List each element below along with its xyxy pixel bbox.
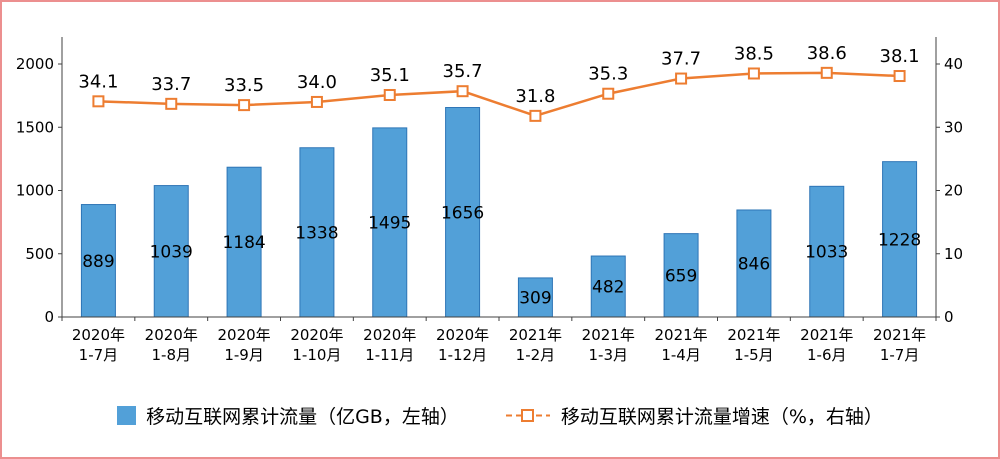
bar-value-label: 1184: [222, 233, 265, 253]
bar-value-label: 1228: [878, 230, 921, 250]
x-axis-category-label: 2020年 1-12月: [436, 326, 489, 364]
line-value-label: 37.7: [661, 49, 701, 70]
bar: [226, 166, 262, 318]
line-value-label: 35.3: [588, 64, 628, 85]
bar-value-label: 309: [519, 288, 551, 308]
bar-value-label: 1495: [368, 213, 411, 233]
legend-item-traffic: 移动互联网累计流量（亿GB，左轴）: [117, 402, 459, 429]
line-marker: [238, 99, 251, 112]
line-marker: [92, 95, 105, 108]
x-axis-category-label: 2021年 1-3月: [582, 326, 635, 364]
line-value-label: 38.6: [807, 43, 847, 64]
bar: [809, 185, 845, 318]
line-value-label: 34.1: [78, 71, 118, 92]
bar-value-label: 889: [82, 252, 114, 272]
x-axis-category-label: 2020年 1-9月: [217, 326, 270, 364]
right-axis-tick-label: 20: [944, 182, 963, 200]
line-marker: [820, 66, 833, 79]
left-axis-tick-label: 1000: [16, 182, 54, 200]
x-axis-category-label: 2021年 1-6月: [800, 326, 853, 364]
combo-chart: 889 1039 1184 1338 1495 1656 309 482 659 846 1033 1…: [16, 37, 963, 364]
line-marker: [893, 70, 906, 83]
bar: [590, 255, 626, 318]
bar: [882, 161, 918, 318]
legend-item-growth: 移动互联网累计流量增速（%，右轴）: [505, 402, 883, 429]
x-axis-category-label: 2020年 1-7月: [72, 326, 125, 364]
line-marker: [165, 97, 178, 110]
growth-line: [98, 71, 900, 118]
line-value-label: 38.5: [734, 43, 774, 64]
line-value-label: 35.7: [443, 61, 483, 82]
bar-value-label: 1338: [295, 223, 338, 243]
line-marker: [529, 109, 542, 122]
left-axis-tick-label: 0: [44, 308, 54, 326]
right-axis-tick-label: 0: [944, 308, 954, 326]
bar: [80, 204, 116, 318]
line-series-swatch: [505, 408, 551, 423]
bar-value-label: 482: [592, 278, 624, 298]
legend-label-traffic: 移动互联网累计流量（亿GB，左轴）: [146, 406, 459, 428]
line-value-label: 33.7: [151, 74, 191, 95]
left-axis-tick-label: 2000: [16, 55, 54, 73]
line-marker: [456, 85, 469, 98]
line-marker: [747, 67, 760, 80]
bar: [299, 147, 335, 318]
chart-legend: 移动互联网累计流量（亿GB，左轴） 移动互联网累计流量增速（%，右轴）: [2, 374, 998, 457]
line-marker: [602, 87, 615, 100]
line-marker: [675, 72, 688, 85]
bar-series-swatch: [117, 406, 137, 425]
x-axis-category-label: 2021年 1-5月: [727, 326, 780, 364]
bar: [736, 209, 772, 318]
line-value-label: 31.8: [515, 86, 555, 107]
bar-value-label: 846: [738, 254, 770, 274]
line-value-label: 38.1: [880, 46, 920, 67]
x-axis-category-label: 2021年 1-4月: [654, 326, 707, 364]
line-value-label: 35.1: [370, 65, 410, 86]
right-axis-tick-label: 30: [944, 118, 963, 136]
line-value-label: 34.0: [297, 72, 337, 93]
legend-label-growth: 移动互联网累计流量增速（%，右轴）: [560, 406, 883, 428]
left-axis-tick-label: 1500: [16, 118, 54, 136]
x-axis-category-label: 2021年 1-7月: [873, 326, 926, 364]
line-marker: [310, 95, 323, 108]
x-axis-category-label: 2021年 1-2月: [509, 326, 562, 364]
right-axis-tick-label: 10: [944, 245, 963, 263]
right-axis-tick-label: 40: [944, 55, 963, 73]
x-axis-category-label: 2020年 1-10月: [290, 326, 343, 364]
x-axis-category-label: 2020年 1-8月: [145, 326, 198, 364]
left-axis-tick-label: 500: [25, 245, 54, 263]
bar-value-label: 1656: [441, 203, 484, 223]
line-marker: [383, 88, 396, 101]
line-value-label: 33.5: [224, 75, 264, 96]
bar-value-label: 1039: [150, 242, 193, 262]
bar-value-label: 659: [665, 266, 697, 286]
bar: [445, 107, 481, 318]
bar-value-label: 1033: [805, 243, 848, 263]
x-axis-category-label: 2020年 1-11月: [363, 326, 416, 364]
bar: [153, 185, 189, 318]
